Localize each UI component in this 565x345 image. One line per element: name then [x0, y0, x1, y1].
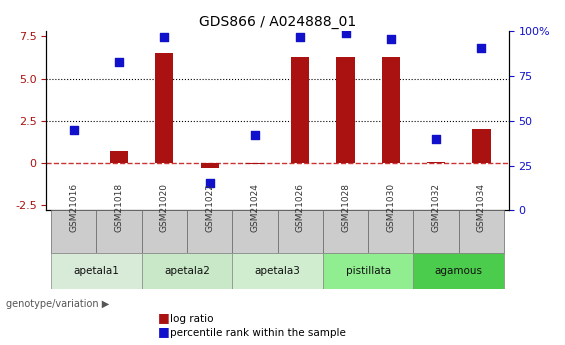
- FancyBboxPatch shape: [414, 253, 504, 289]
- FancyBboxPatch shape: [142, 253, 232, 289]
- Point: [160, 34, 169, 40]
- Text: GSM21018: GSM21018: [115, 183, 124, 232]
- Text: pistillata: pistillata: [346, 266, 391, 276]
- FancyBboxPatch shape: [323, 210, 368, 253]
- Text: agamous: agamous: [435, 266, 483, 276]
- Point: [205, 181, 214, 186]
- FancyBboxPatch shape: [232, 253, 323, 289]
- FancyBboxPatch shape: [187, 210, 232, 253]
- Text: apetala1: apetala1: [73, 266, 119, 276]
- FancyBboxPatch shape: [51, 210, 96, 253]
- Text: GSM21016: GSM21016: [69, 183, 78, 232]
- FancyBboxPatch shape: [323, 253, 414, 289]
- Text: ■: ■: [158, 311, 170, 324]
- Point: [295, 34, 305, 40]
- Text: GSM21028: GSM21028: [341, 183, 350, 232]
- FancyBboxPatch shape: [96, 210, 142, 253]
- FancyBboxPatch shape: [232, 210, 277, 253]
- Bar: [291, 57, 309, 163]
- Text: apetala3: apetala3: [255, 266, 301, 276]
- Text: ■: ■: [158, 325, 170, 338]
- Bar: [382, 57, 400, 163]
- Point: [432, 136, 441, 141]
- Text: GSM21024: GSM21024: [250, 184, 259, 232]
- Text: apetala2: apetala2: [164, 266, 210, 276]
- Text: GSM21020: GSM21020: [160, 183, 169, 232]
- Point: [115, 59, 124, 65]
- FancyBboxPatch shape: [459, 210, 504, 253]
- Bar: [246, 163, 264, 164]
- FancyBboxPatch shape: [368, 210, 414, 253]
- FancyBboxPatch shape: [142, 210, 187, 253]
- Bar: [472, 129, 490, 163]
- FancyBboxPatch shape: [277, 210, 323, 253]
- Text: log ratio: log ratio: [170, 314, 213, 324]
- Point: [386, 36, 396, 41]
- Bar: [427, 162, 445, 163]
- Title: GDS866 / A024888_01: GDS866 / A024888_01: [199, 15, 356, 29]
- Text: GSM21030: GSM21030: [386, 183, 396, 232]
- Bar: [201, 163, 219, 168]
- Bar: [337, 57, 355, 163]
- FancyBboxPatch shape: [51, 253, 142, 289]
- Bar: [110, 151, 128, 163]
- Text: GSM21034: GSM21034: [477, 183, 486, 232]
- Point: [341, 30, 350, 36]
- FancyBboxPatch shape: [414, 210, 459, 253]
- Text: percentile rank within the sample: percentile rank within the sample: [170, 328, 345, 338]
- Text: GSM21032: GSM21032: [432, 183, 441, 232]
- Text: genotype/variation ▶: genotype/variation ▶: [6, 299, 109, 308]
- Bar: [155, 53, 173, 163]
- Point: [250, 132, 259, 138]
- Text: GSM21022: GSM21022: [205, 184, 214, 232]
- Text: GSM21026: GSM21026: [295, 183, 305, 232]
- Point: [69, 127, 78, 132]
- Point: [477, 45, 486, 50]
